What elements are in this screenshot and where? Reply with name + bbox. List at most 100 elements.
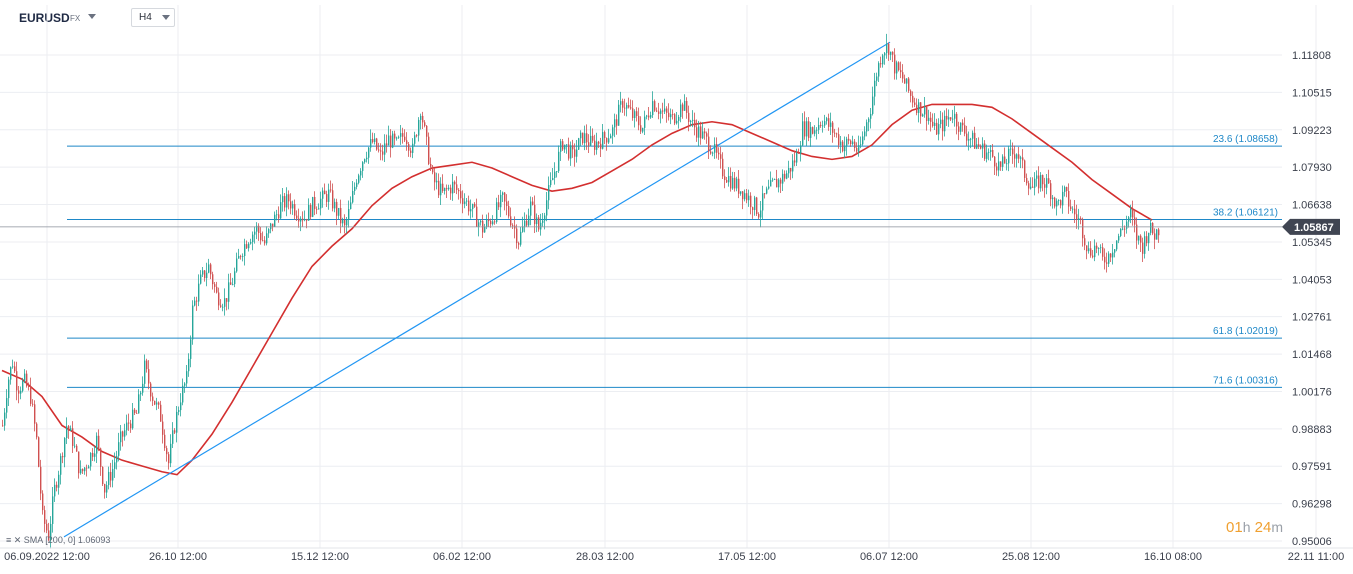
candle-body [268,229,270,234]
candle-body [590,135,592,146]
candle-body [894,54,896,74]
candle-body [398,136,400,138]
candle-body [1046,178,1048,188]
candle-body [516,228,518,244]
candle-body [686,100,688,113]
candle-body [494,221,496,223]
candle-body [918,102,920,113]
candle-body [74,445,76,447]
candle-body [622,101,624,108]
candle-body [810,127,812,138]
candle-body [172,430,174,444]
candle-body [744,193,746,200]
candle-body [178,410,180,412]
candle-body [802,121,804,146]
candle-body [32,403,34,405]
candle-body [426,125,428,137]
candle-body [528,215,530,226]
timeframe-select[interactable]: H4 [131,8,175,27]
candle-body [868,118,870,123]
candle-body [294,204,296,216]
candle-body [104,484,106,493]
candle-body [1000,161,1002,167]
candle-body [580,132,582,139]
candle-body [1136,224,1138,241]
candle-body [600,143,602,149]
candle-body [698,126,700,138]
candle-body [204,270,206,279]
candle-body [94,453,96,457]
candle-body [546,200,548,216]
candle-body [1118,236,1120,241]
candle-body [722,158,724,177]
candle-body [384,143,386,155]
candle-body [718,152,720,155]
candle-body [592,135,594,141]
timeframe-value: H4 [139,12,152,23]
candle-body [720,154,722,159]
candle-body [632,108,634,118]
candle-body [348,209,350,221]
candle-body [670,114,672,118]
candle-body [138,394,140,414]
candle-body [1140,235,1142,243]
candle-body [1060,200,1062,206]
candle-body [12,366,14,368]
candle-body [322,190,324,199]
candle-body [1050,183,1052,200]
candle-body [416,135,418,137]
candle-body [870,113,872,119]
candle-body [244,244,246,256]
candle-body [702,131,704,139]
candle-body [352,191,354,203]
candle-body [928,117,930,121]
candle-body [774,179,776,180]
candle-body [750,195,752,208]
candle-body [238,256,240,259]
candle-body [906,78,908,84]
candle-body [594,140,596,150]
candle-body [820,124,822,126]
candle-body [320,198,322,209]
market-label: FX [70,14,81,23]
candle-countdown: 01h 24m [1226,519,1283,536]
candle-body [220,305,222,307]
candle-body [700,126,702,139]
candle-body [714,143,716,153]
candle-body [1016,154,1018,159]
candle-body [58,474,60,488]
candle-body [152,396,154,401]
candlestick-series [2,33,1160,549]
candle-body [674,114,676,124]
candle-body [1010,148,1012,150]
fib-level-label: 23.6 (1.08658) [1213,134,1278,145]
countdown-hours-unit: h [1242,519,1251,535]
sma-legend-text: SMA [200, 0] 1.06093 [23,535,111,545]
candle-body [666,108,668,113]
candle-body [248,243,250,249]
candle-body [1020,157,1022,159]
symbol-dropdown-chevron-icon[interactable] [88,14,96,19]
candle-body [1022,157,1024,161]
candle-body [176,411,178,433]
candle-body [236,258,238,272]
candle-body [100,448,102,467]
symbol-label[interactable]: EURUSD [19,11,70,25]
candle-body [574,149,576,157]
candle-body [1094,245,1096,258]
y-tick-label: 1.09223 [1292,125,1332,137]
candle-body [556,171,558,172]
candle-body [968,138,970,141]
candle-body [120,431,122,443]
candle-body [564,144,566,150]
candle-body [942,119,944,132]
candle-body [330,189,332,191]
candle-body [216,286,218,293]
candle-body [878,63,880,77]
candle-body [858,145,860,152]
candle-body [56,484,58,488]
indicator-settings-icon[interactable]: ≡ ✕ [6,535,24,545]
candle-body [584,133,586,144]
candle-body [1114,249,1116,253]
